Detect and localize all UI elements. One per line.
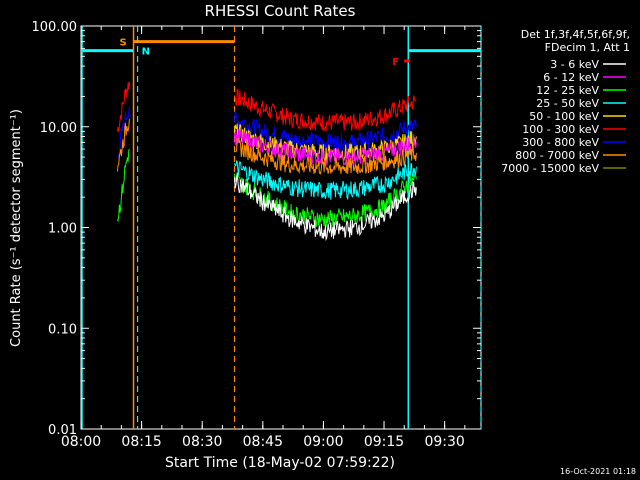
chart-title: RHESSI Count Rates [205,2,356,20]
night-marker-label: N [142,47,150,58]
flare-marker-label: F [392,57,399,68]
y-tick-label: 0.01 [48,423,77,438]
legend-entry-label: 7000 - 15000 keV [501,162,599,175]
series-trace [234,88,417,132]
y-tick-label: 10.00 [40,121,77,136]
timestamp: 16-Oct-2021 01:18 [560,467,636,476]
x-axis-label: Start Time (18-May-02 07:59:22) [165,455,395,471]
legend-entry-label: 25 - 50 keV [536,97,599,110]
legend-entry-label: 6 - 12 keV [543,71,599,84]
legend-header: Det 1f,3f,4f,5f,6f,9f, [521,28,630,41]
series-trace [117,106,130,160]
legend-entry-label: 12 - 25 keV [536,84,599,97]
x-tick-label: 08:30 [182,434,222,450]
y-axis-label: Count Rate (s⁻¹ detector segment⁻¹) [9,109,24,347]
marker-layer: S N F [81,26,482,429]
series-trace [116,81,130,132]
x-tick-label: 08:00 [61,434,101,450]
legend: Det 1f,3f,4f,5f,6f,9f,FDecim 1, Att 1 3 -… [501,28,630,175]
y-tick-label: 100.00 [32,20,78,35]
series-trace [234,160,417,201]
legend-entry-label: 50 - 100 keV [529,110,599,123]
series-trace [234,172,417,242]
series-layer [116,81,417,242]
series-trace [116,118,130,172]
y-tick-label: 0.10 [48,322,77,337]
x-tick-label: 09:30 [424,434,464,450]
series-trace [234,137,417,175]
legend-header: FDecim 1, Att 1 [545,41,630,54]
axis-layer: 08:00 08:15 08:30 08:45 09:00 09:15 09:30 100.0… [32,20,481,450]
legend-entry-label: 100 - 300 keV [522,123,599,136]
x-tick-label: 08:45 [243,434,283,450]
x-tick-label: 09:15 [364,434,404,450]
plot-area [80,25,482,430]
x-tick-label: 09:00 [303,434,343,450]
legend-entry-label: 300 - 800 keV [522,136,599,149]
legend-entry-label: 800 - 7000 keV [515,149,599,162]
y-tick-label: 1.00 [48,222,77,237]
x-tick-label: 08:15 [121,434,161,450]
saa-marker-label: S [120,38,127,49]
series-trace [116,148,130,223]
legend-entry-label: 3 - 6 keV [550,58,599,71]
